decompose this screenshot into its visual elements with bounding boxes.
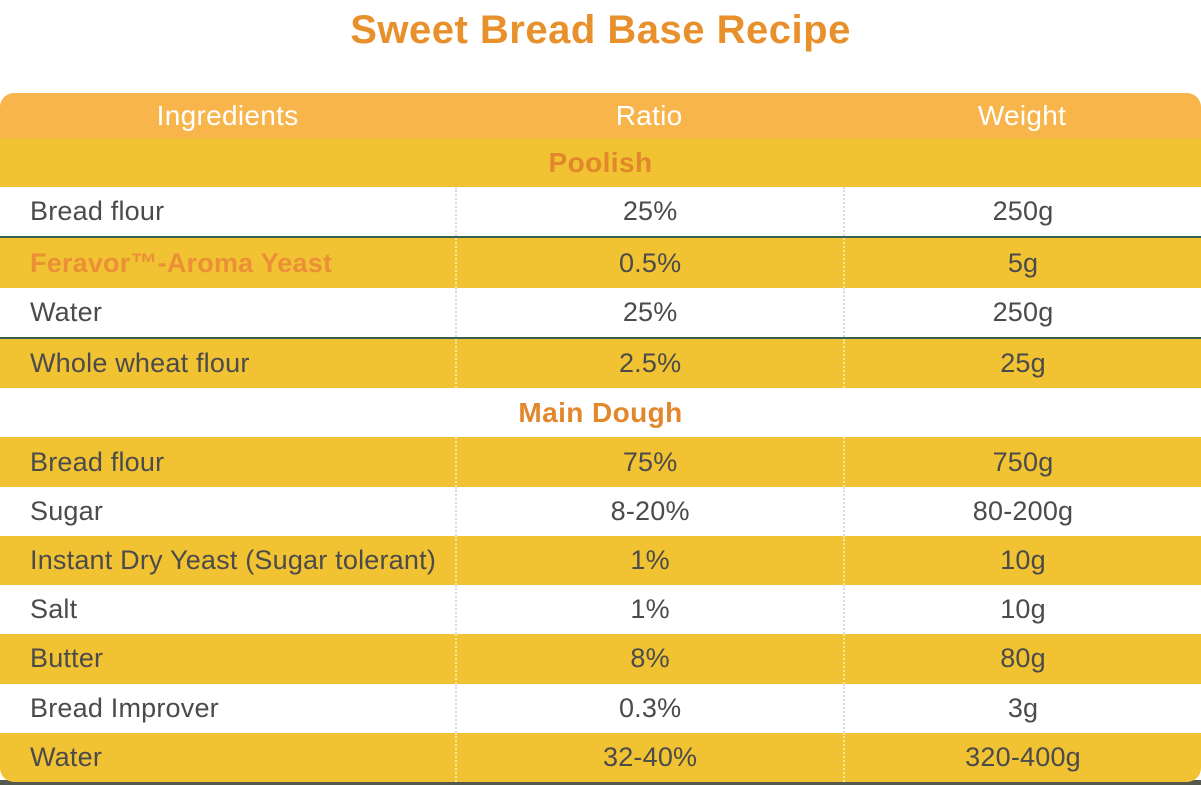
table-header-row: Ingredients Ratio Weight xyxy=(0,93,1201,138)
table-row: Butter 8% 80g xyxy=(0,634,1201,684)
section-title: Main Dough xyxy=(518,396,683,428)
section-row: Poolish xyxy=(0,138,1201,188)
weight-cell: 750g xyxy=(843,437,1201,487)
ingredient-cell: Instant Dry Yeast (Sugar tolerant) xyxy=(30,544,437,575)
table-body: Poolish Bread flour 25% 250g Feravor™-Aroma … xyxy=(0,138,1201,782)
ratio-cell: 8-20% xyxy=(455,486,843,536)
ingredient-cell: Water xyxy=(30,296,103,327)
ingredient-cell: Bread flour xyxy=(30,196,165,227)
page-title: Sweet Bread Base Recipe xyxy=(350,8,851,52)
weight-cell: 25g xyxy=(843,338,1201,389)
table-row: Feravor™-Aroma Yeast 0.5% 5g xyxy=(0,238,1201,288)
ingredient-cell: Butter xyxy=(30,643,104,674)
ratio-cell: 1% xyxy=(455,585,843,635)
ratio-cell: 25% xyxy=(455,187,843,237)
table-row: Sugar 8-20% 80-200g xyxy=(0,486,1201,536)
ingredient-cell: Bread flour xyxy=(30,446,165,477)
ratio-cell: 0.5% xyxy=(455,238,843,288)
recipe-table: Ingredients Ratio Weight Poolish Bread flou… xyxy=(0,93,1201,782)
bottom-edge-strip xyxy=(0,780,1201,785)
table-row: Water 32-40% 320-400g xyxy=(0,732,1201,782)
header-cell-weight: Weight xyxy=(977,99,1067,131)
ingredient-cell: Salt xyxy=(30,594,78,625)
section-title: Poolish xyxy=(548,146,653,178)
ratio-cell: 75% xyxy=(455,437,843,487)
ingredient-cell: Bread Improver xyxy=(30,692,219,723)
ratio-cell: 1% xyxy=(455,535,843,586)
ingredient-cell: Whole wheat flour xyxy=(30,348,250,379)
table-row: Instant Dry Yeast (Sugar tolerant) 1% 10g xyxy=(0,535,1201,586)
ratio-cell: 2.5% xyxy=(455,338,843,389)
ratio-cell: 0.3% xyxy=(455,683,843,733)
ingredient-cell: Water xyxy=(30,741,103,772)
weight-cell: 320-400g xyxy=(843,732,1201,782)
ratio-cell: 25% xyxy=(455,287,843,337)
section-row: Main Dough xyxy=(0,388,1201,438)
weight-cell: 80-200g xyxy=(843,486,1201,536)
table-row: Water 25% 250g xyxy=(0,287,1201,339)
ratio-cell: 32-40% xyxy=(455,732,843,782)
table-row: Bread flour 75% 750g xyxy=(0,437,1201,487)
table-row: Whole wheat flour 2.5% 25g xyxy=(0,338,1201,389)
weight-cell: 80g xyxy=(843,634,1201,684)
weight-cell: 5g xyxy=(843,238,1201,288)
ingredient-cell: Feravor™-Aroma Yeast xyxy=(30,247,333,278)
weight-cell: 10g xyxy=(843,585,1201,635)
table-row: Bread Improver 0.3% 3g xyxy=(0,683,1201,733)
header-cell-ingredients: Ingredients xyxy=(156,99,299,131)
header-cell-ratio: Ratio xyxy=(615,99,683,131)
weight-cell: 10g xyxy=(843,535,1201,586)
ratio-cell: 8% xyxy=(455,634,843,684)
weight-cell: 250g xyxy=(843,187,1201,237)
weight-cell: 250g xyxy=(843,287,1201,337)
weight-cell: 3g xyxy=(843,683,1201,733)
table-row: Bread flour 25% 250g xyxy=(0,187,1201,239)
table-row: Salt 1% 10g xyxy=(0,585,1201,635)
ingredient-cell: Sugar xyxy=(30,495,104,526)
